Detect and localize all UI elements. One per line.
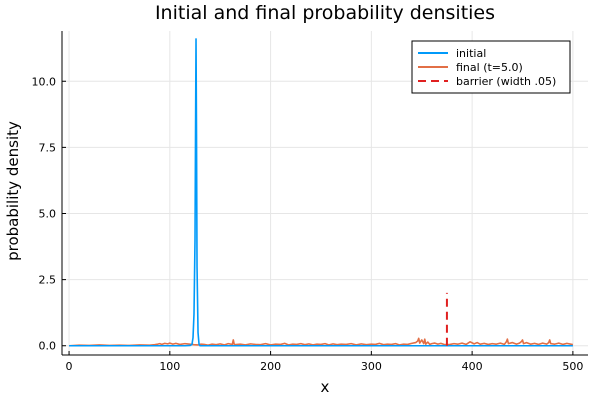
x-tick-label-5: 500 (562, 360, 583, 373)
series (69, 38, 574, 347)
series-initial-line (69, 38, 573, 347)
y-tick-label-3: 7.5 (39, 141, 57, 154)
series-final-line (69, 337, 574, 347)
legend-label-final: final (t=5.0) (456, 61, 523, 74)
tick-labels: 0 100 200 300 400 500 0.0 2.5 5.0 7.5 10.0 (32, 75, 584, 373)
y-tick-label-1: 2.5 (39, 274, 57, 287)
x-tick-label-2: 200 (260, 360, 281, 373)
legend: initial final (t=5.0) barrier (width .05… (411, 40, 571, 94)
x-tick-label-3: 300 (361, 360, 382, 373)
axes (61, 31, 588, 356)
legend-label-barrier: barrier (width .05) (456, 75, 556, 88)
x-tick-label-4: 400 (462, 360, 483, 373)
chart-title: Initial and final probability densities (155, 2, 495, 24)
y-tick-label-0: 0.0 (39, 340, 57, 353)
x-tick-label-1: 100 (159, 360, 180, 373)
y-axis-label: probability density (4, 121, 22, 261)
y-tick-label-4: 10.0 (32, 75, 57, 88)
x-axis-label: x (321, 378, 330, 396)
y-tick-label-2: 5.0 (39, 207, 57, 220)
legend-label-initial: initial (456, 47, 486, 60)
x-tick-label-0: 0 (66, 360, 73, 373)
